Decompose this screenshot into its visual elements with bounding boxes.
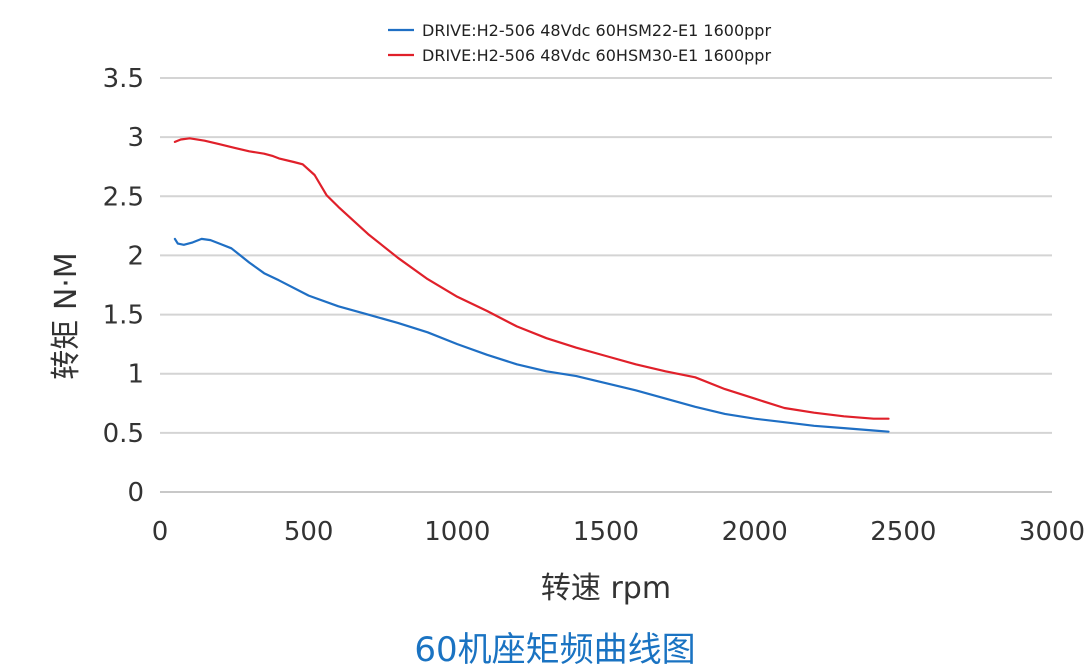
x-tick-label: 2000 [722,517,788,547]
x-axis-label: 转速 rpm [541,571,671,606]
gridlines [160,77,1052,493]
chart-caption: 60机座矩频曲线图 [414,630,696,670]
y-tick-label: 2 [127,241,144,271]
x-tick-label: 1500 [573,517,639,547]
y-tick-label: 3 [127,123,144,153]
y-axis-ticks: 0 0.5 1 1.5 2 2.5 3 3.5 [103,64,144,508]
y-tick-label: 0.5 [103,419,144,449]
x-tick-label: 2500 [870,517,936,547]
y-tick-label: 2.5 [103,182,144,212]
x-tick-label: 500 [284,517,334,547]
x-axis-ticks: 0 500 1000 1500 2000 2500 3000 [152,517,1085,547]
y-tick-label: 3.5 [103,64,144,94]
y-tick-label: 1 [127,360,144,390]
x-tick-label: 3000 [1019,517,1085,547]
series-lines [173,137,890,433]
legend: DRIVE:H2-506 48Vdc 60HSM22-E1 1600ppr DRI… [388,21,771,65]
x-tick-label: 0 [152,517,169,547]
legend-label-2: DRIVE:H2-506 48Vdc 60HSM30-E1 1600ppr [422,46,771,65]
series-line-2 [173,137,890,420]
y-tick-label: 0 [127,478,144,508]
torque-frequency-chart: 0 0.5 1 1.5 2 2.5 3 3.5 0 500 1000 1500 2000 2500 300… [49,21,1085,606]
legend-label-1: DRIVE:H2-506 48Vdc 60HSM22-E1 1600ppr [422,21,771,40]
series-line-1 [173,237,890,433]
x-tick-label: 1000 [424,517,490,547]
y-tick-label: 1.5 [103,301,144,331]
y-axis-label: 转矩 N·M [49,252,84,379]
